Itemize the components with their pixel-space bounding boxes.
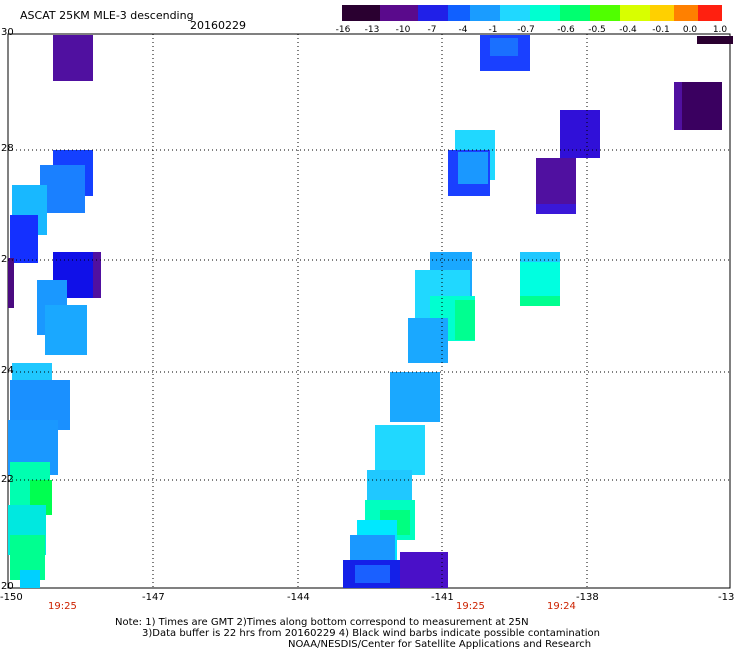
colorbar-tick: -7 xyxy=(427,25,437,35)
wind-swath-right xyxy=(520,36,733,306)
lat-label: 30 xyxy=(1,27,14,38)
colorbar-tick: 1.0 xyxy=(712,25,728,35)
lat-label: 22 xyxy=(1,474,14,485)
colorbar-tick: -1 xyxy=(488,25,498,35)
colorbar-tick: -10 xyxy=(395,25,411,35)
lon-label: -144 xyxy=(287,592,310,603)
colorbar-tick: -13 xyxy=(364,25,380,35)
lon-label: -138 xyxy=(576,592,599,603)
lat-label: 20 xyxy=(1,581,14,592)
colorbar-tick: -0.7 xyxy=(517,25,535,35)
colorbar-tick: -16 xyxy=(335,25,351,35)
lon-label: -13 xyxy=(718,592,735,603)
pass-time-label: 19:25 xyxy=(48,601,77,612)
map-title: ASCAT 25KM MLE-3 descending xyxy=(20,9,194,22)
footnote-line-3: NOAA/NESDIS/Center for Satellite Applica… xyxy=(288,639,592,650)
colorbar-tick: 0.0 xyxy=(682,25,698,35)
pass-time-label: 19:24 xyxy=(547,601,576,612)
colorbar-tick: -0.4 xyxy=(619,25,637,35)
lat-label: 24 xyxy=(1,365,14,376)
colorbar-tick: -0.6 xyxy=(557,25,575,35)
map-date: 20160229 xyxy=(190,19,246,32)
colorbar-tick: -0.5 xyxy=(588,25,606,35)
lon-label: -141 xyxy=(431,592,454,603)
footnote-line-2: 3)Data buffer is 22 hrs from 20160229 4)… xyxy=(142,628,600,639)
lon-label: -150 xyxy=(0,592,23,603)
colorbar-tick: -0.1 xyxy=(652,25,670,35)
colorbar xyxy=(342,5,722,21)
wind-swath-left xyxy=(8,35,101,588)
lat-lon-grid xyxy=(8,34,730,588)
lon-label: -147 xyxy=(142,592,165,603)
lat-label: 2 xyxy=(1,254,8,265)
footnote-line-1: Note: 1) Times are GMT 2)Times along bot… xyxy=(115,617,529,628)
wind-swath-middle xyxy=(343,35,530,588)
pass-time-label: 19:25 xyxy=(456,601,485,612)
lat-label: 28 xyxy=(1,143,14,154)
colorbar-tick: -4 xyxy=(458,25,468,35)
